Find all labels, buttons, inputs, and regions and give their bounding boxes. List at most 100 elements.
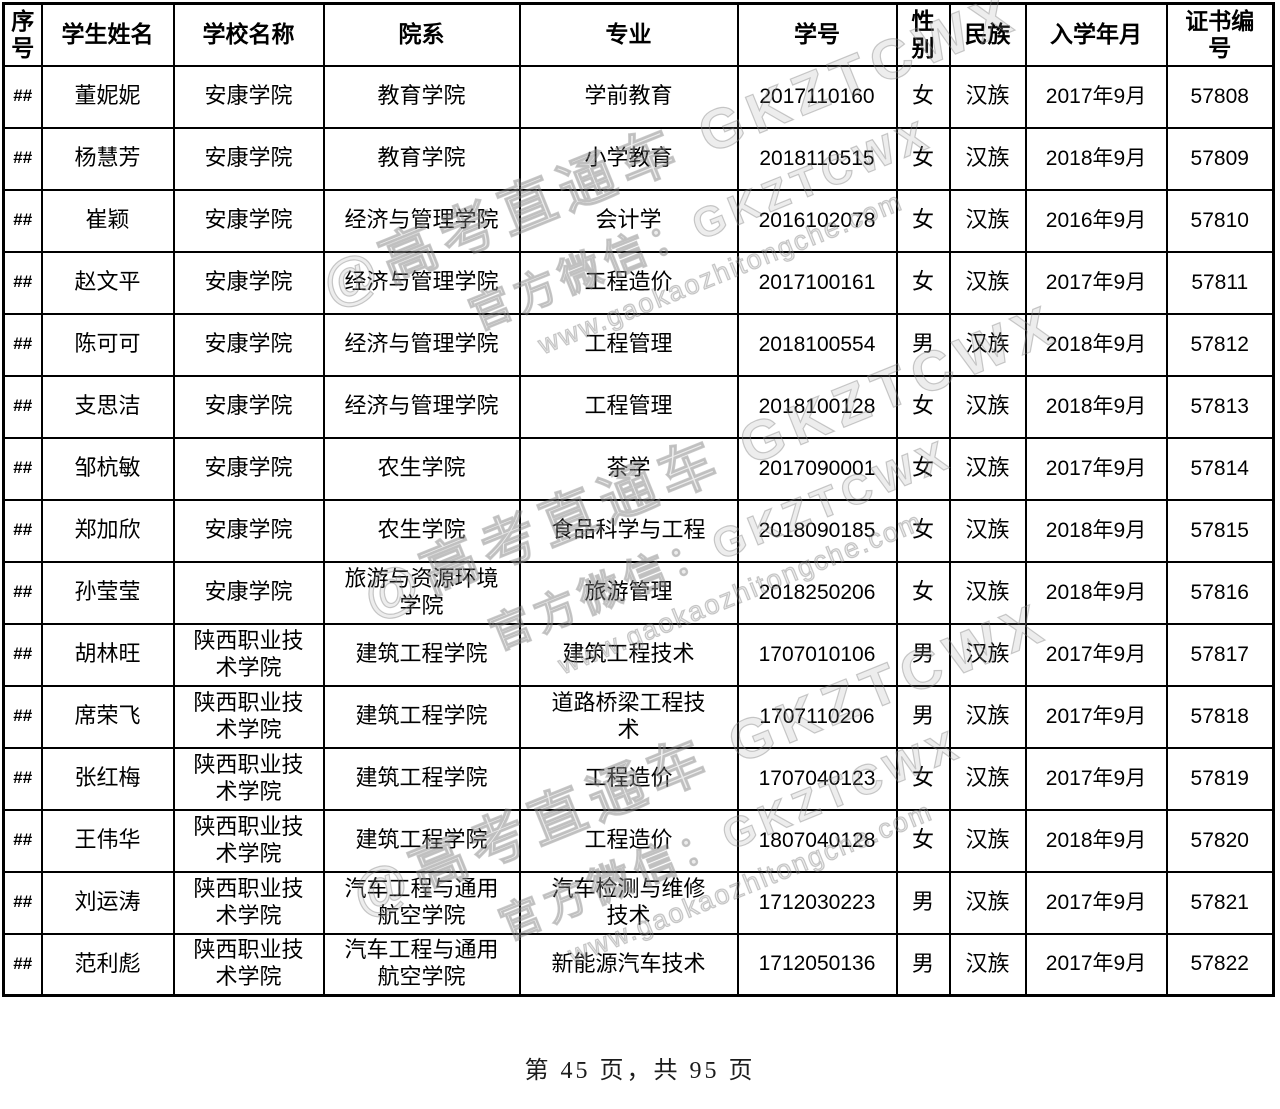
table-cell: 57819 bbox=[1165, 746, 1275, 811]
table-cell: 57821 bbox=[1165, 870, 1275, 935]
col-header-school: 学校名称 bbox=[172, 2, 325, 67]
table-cell: 陕西职业技 术学院 bbox=[172, 684, 325, 749]
table-cell: 2018250206 bbox=[736, 560, 898, 625]
table-cell: 57812 bbox=[1165, 312, 1275, 377]
table-row: ## 郑加欣 安康学院 农生学院 食品科学与工程 2018090185 女汉族 2018年9月… bbox=[2, 498, 1275, 563]
table-cell: 2016102078 bbox=[736, 188, 898, 253]
table-cell: 1707110206 bbox=[736, 684, 898, 749]
table-cell: 陕西职业技 术学院 bbox=[172, 622, 325, 687]
table-cell: 2017年9月 bbox=[1024, 870, 1168, 935]
table-row: ## 赵文平 安康学院 经济与管理学院 工程造价 2017100161 女汉族 2017年9月… bbox=[2, 250, 1275, 315]
table-cell: 2018090185 bbox=[736, 498, 898, 563]
table-cell: 工程造价 bbox=[518, 746, 739, 811]
table-cell: 董妮妮 bbox=[40, 64, 175, 129]
table-cell: 2018年9月 bbox=[1024, 498, 1168, 563]
table-cell: 安康学院 bbox=[172, 560, 325, 625]
table-cell: 经济与管理学院 bbox=[322, 374, 521, 439]
table-row: ## 支思洁 安康学院 经济与管理学院 工程管理 2018100128 女汉族 2018年9月… bbox=[2, 374, 1275, 439]
table-cell: ## bbox=[2, 188, 43, 253]
table-cell: 工程造价 bbox=[518, 250, 739, 315]
table-cell: 陕西职业技 术学院 bbox=[172, 746, 325, 811]
table-cell: 安康学院 bbox=[172, 64, 325, 129]
table-cell: 女 bbox=[895, 188, 951, 253]
table-cell: 1707040123 bbox=[736, 746, 898, 811]
table-cell: 2018年9月 bbox=[1024, 808, 1168, 873]
table-cell: 旅游与资源环境 学院 bbox=[322, 560, 521, 625]
table-cell: 57818 bbox=[1165, 684, 1275, 749]
table-cell: 食品科学与工程 bbox=[518, 498, 739, 563]
col-header-student-id: 学号 bbox=[736, 2, 898, 67]
table-cell: 会计学 bbox=[518, 188, 739, 253]
table-cell: 陕西职业技 术学院 bbox=[172, 932, 325, 997]
table-cell: 建筑工程学院 bbox=[322, 808, 521, 873]
table-cell: 2018年9月 bbox=[1024, 374, 1168, 439]
table-cell: 1807040128 bbox=[736, 808, 898, 873]
table-row: ## 范利彪 陕西职业技 术学院 汽车工程与通用 航空学院 新能源汽车技术 1712050… bbox=[2, 932, 1275, 997]
table-cell: 女 bbox=[895, 250, 951, 315]
table-cell: 汉族 bbox=[948, 250, 1027, 315]
table-cell: 张红梅 bbox=[40, 746, 175, 811]
table-cell: 安康学院 bbox=[172, 126, 325, 191]
table-cell: 建筑工程学院 bbox=[322, 684, 521, 749]
table-cell: 杨慧芳 bbox=[40, 126, 175, 191]
table-cell: 汉族 bbox=[948, 64, 1027, 129]
table-row: ## 胡林旺 陕西职业技 术学院 建筑工程学院 建筑工程技术 1707010106 男汉族 2… bbox=[2, 622, 1275, 687]
table-cell: ## bbox=[2, 64, 43, 129]
table-cell: 农生学院 bbox=[322, 498, 521, 563]
col-header-department: 院系 bbox=[322, 2, 521, 67]
table-row: ## 邹杭敏 安康学院 农生学院 茶学 2017090001 女汉族 2017年9月 57814 bbox=[2, 436, 1275, 501]
table-cell: 女 bbox=[895, 560, 951, 625]
table-cell: 刘运涛 bbox=[40, 870, 175, 935]
table-cell: 工程造价 bbox=[518, 808, 739, 873]
table-cell: 2018100128 bbox=[736, 374, 898, 439]
table-cell: 汽车检测与维修 技术 bbox=[518, 870, 739, 935]
table-row: ## 刘运涛 陕西职业技 术学院 汽车工程与通用 航空学院 汽车检测与维修 技术 1712… bbox=[2, 870, 1275, 935]
table-row: ## 席荣飞 陕西职业技 术学院 建筑工程学院 道路桥梁工程技 术 1707110206 男… bbox=[2, 684, 1275, 749]
table-cell: 新能源汽车技术 bbox=[518, 932, 739, 997]
table-cell: ## bbox=[2, 746, 43, 811]
table-cell: ## bbox=[2, 808, 43, 873]
table-row: ## 陈可可 安康学院 经济与管理学院 工程管理 2018100554 男汉族 2018年9月… bbox=[2, 312, 1275, 377]
table-cell: 汉族 bbox=[948, 312, 1027, 377]
table-cell: 汉族 bbox=[948, 746, 1027, 811]
table-cell: 经济与管理学院 bbox=[322, 312, 521, 377]
table-cell: ## bbox=[2, 250, 43, 315]
table-cell: 安康学院 bbox=[172, 374, 325, 439]
table-cell: 女 bbox=[895, 64, 951, 129]
table-cell: 女 bbox=[895, 436, 951, 501]
table-cell: ## bbox=[2, 312, 43, 377]
page-number-footer: 第 45 页，共 95 页 bbox=[524, 1058, 756, 1084]
table-cell: 2017100161 bbox=[736, 250, 898, 315]
table-cell: 57808 bbox=[1165, 64, 1275, 129]
table-cell: 57820 bbox=[1165, 808, 1275, 873]
table-cell: 汉族 bbox=[948, 126, 1027, 191]
table-cell: 汉族 bbox=[948, 870, 1027, 935]
table-row: ## 杨慧芳 安康学院 教育学院 小学教育 2018110515 女汉族 2018年9月 578… bbox=[2, 126, 1275, 191]
table-cell: 57815 bbox=[1165, 498, 1275, 563]
table-cell: 57816 bbox=[1165, 560, 1275, 625]
col-header-major: 专业 bbox=[518, 2, 739, 67]
table-cell: 57811 bbox=[1165, 250, 1275, 315]
table-cell: 女 bbox=[895, 498, 951, 563]
table-cell: 胡林旺 bbox=[40, 622, 175, 687]
table-row: ## 孙莹莹 安康学院 旅游与资源环境 学院 旅游管理 2018250206 女汉族 2018… bbox=[2, 560, 1275, 625]
table-cell: 2017110160 bbox=[736, 64, 898, 129]
table-cell: 小学教育 bbox=[518, 126, 739, 191]
table-cell: 王伟华 bbox=[40, 808, 175, 873]
col-header-certificate: 证书编 号 bbox=[1165, 2, 1275, 67]
table-cell: 2017年9月 bbox=[1024, 436, 1168, 501]
table-cell: 57813 bbox=[1165, 374, 1275, 439]
table-cell: 2017年9月 bbox=[1024, 746, 1168, 811]
col-header-gender: 性 别 bbox=[895, 2, 951, 67]
table-cell: 男 bbox=[895, 684, 951, 749]
table-cell: 2017年9月 bbox=[1024, 250, 1168, 315]
table-cell: 男 bbox=[895, 870, 951, 935]
table-cell: 汉族 bbox=[948, 374, 1027, 439]
table-cell: ## bbox=[2, 684, 43, 749]
table-cell: 农生学院 bbox=[322, 436, 521, 501]
table-cell: 1712030223 bbox=[736, 870, 898, 935]
table-cell: 汉族 bbox=[948, 560, 1027, 625]
table-cell: 男 bbox=[895, 622, 951, 687]
table-header-row: 序 号 学生姓名 学校名称 院系 专业 学号 性 别 民族 入学年月 证书编 号 bbox=[2, 2, 1275, 67]
table-cell: 教育学院 bbox=[322, 126, 521, 191]
